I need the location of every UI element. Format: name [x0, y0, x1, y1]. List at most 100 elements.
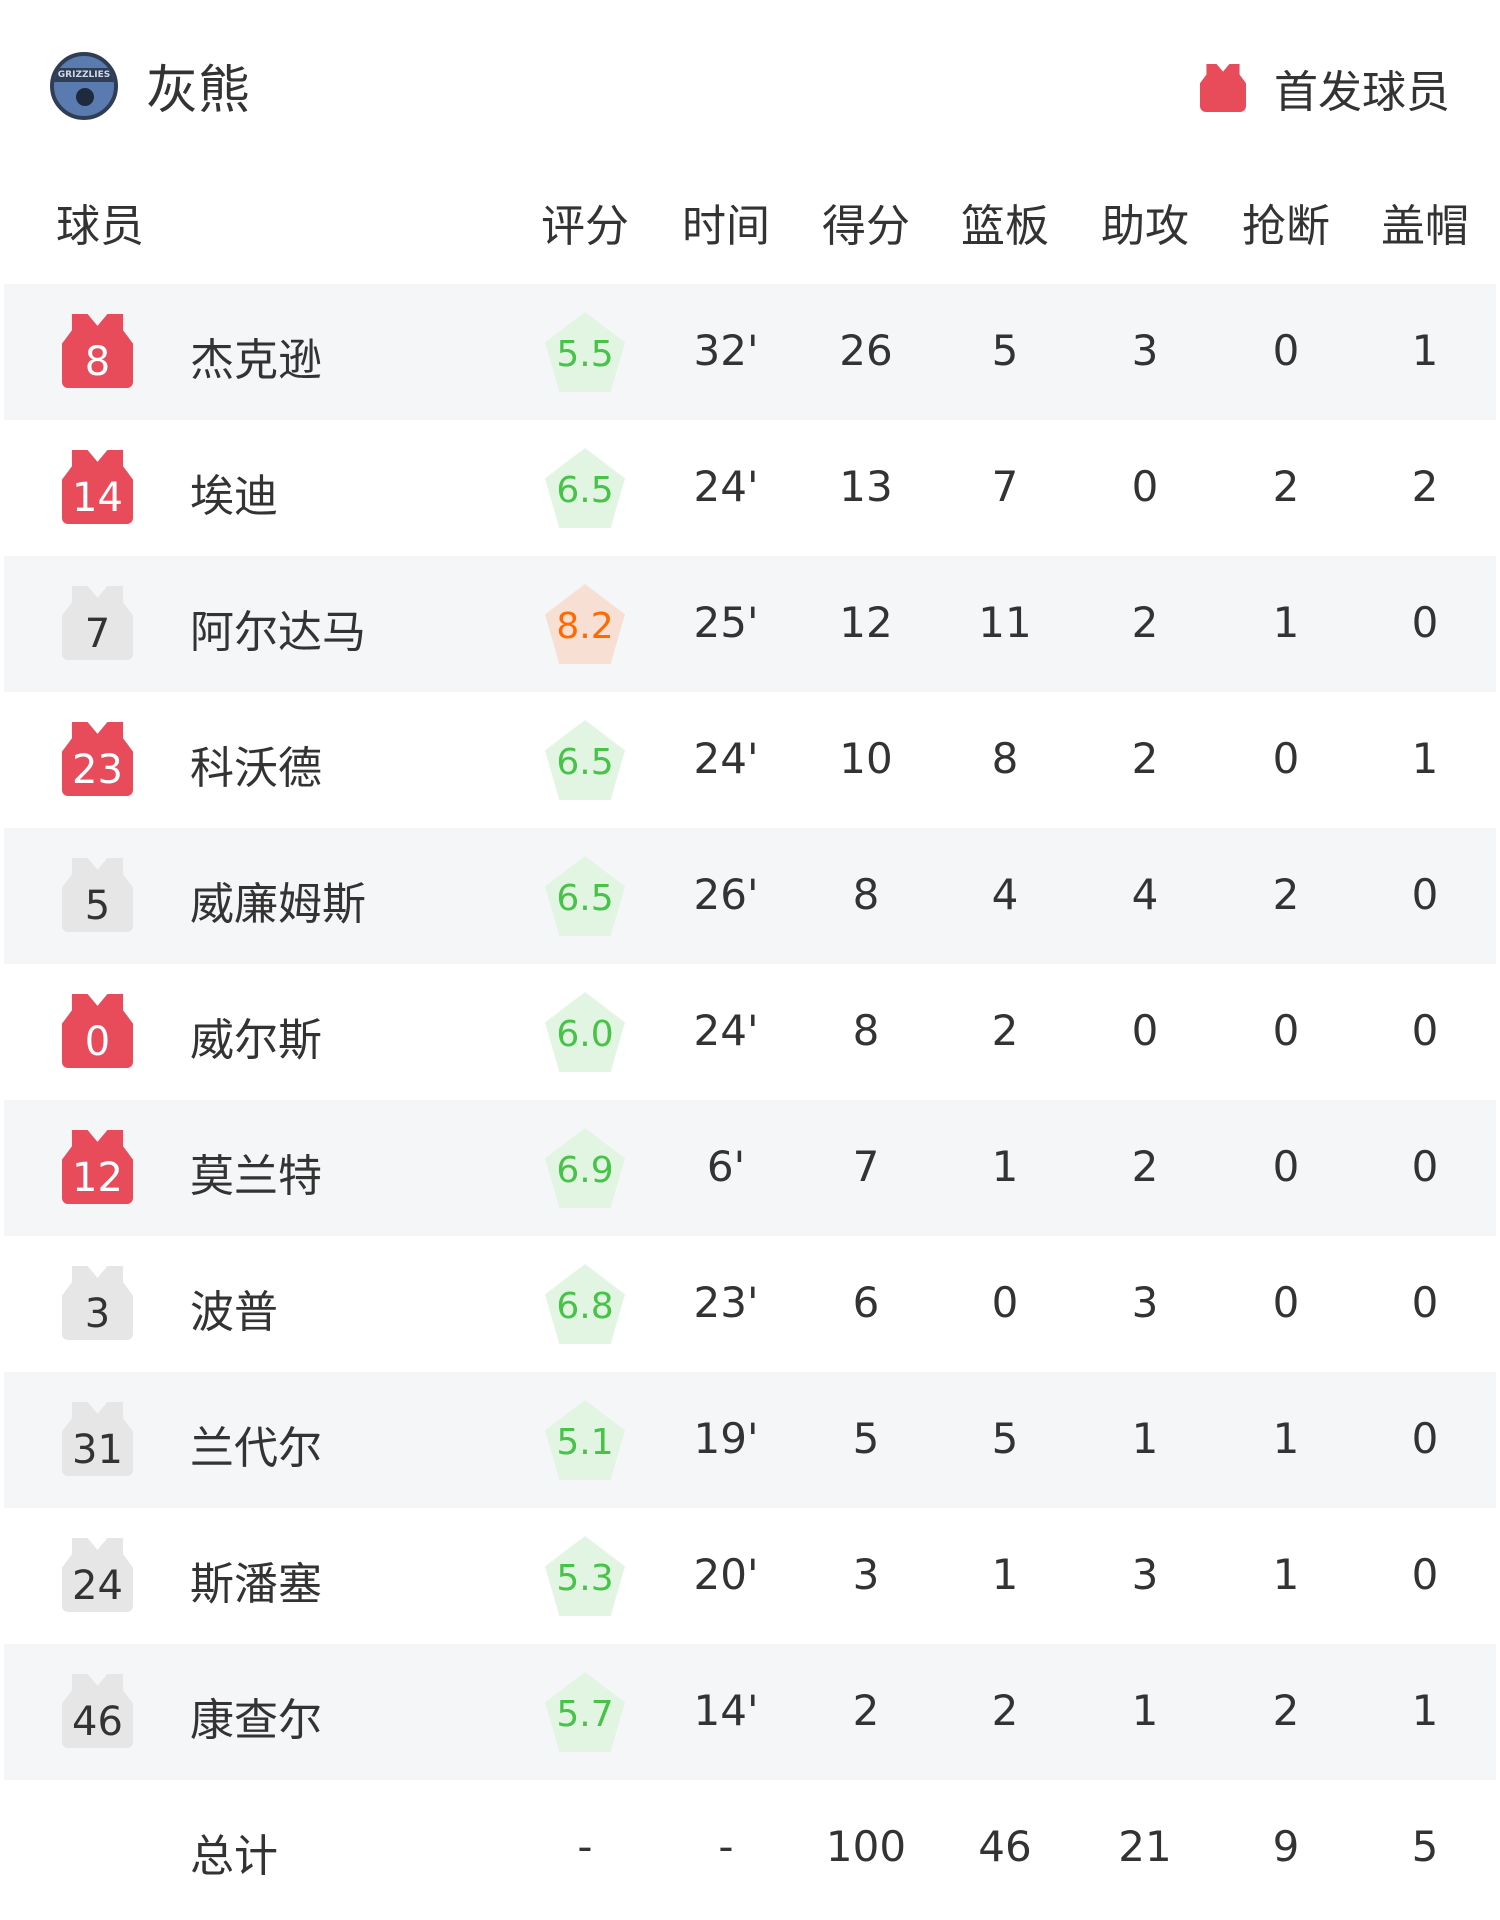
stat-rebounds: 1: [991, 1550, 1019, 1599]
column-header-row: 球员 评分 时间 得分 篮板 助攻 抢断 盖帽: [0, 190, 1500, 260]
rating-badge: 6.5: [545, 856, 625, 936]
player-row[interactable]: 12 莫兰特 6.9 6' 7 1 2 0 0: [4, 1100, 1496, 1236]
stat-steals: 0: [1272, 1142, 1300, 1191]
player-row[interactable]: 14 埃迪 6.5 24' 13 7 0 2 2: [4, 420, 1496, 556]
player-name[interactable]: 威廉姆斯: [190, 879, 366, 930]
player-row[interactable]: 3 波普 6.8 23' 6 0 3 0 0: [4, 1236, 1496, 1372]
stat-steals: 1: [1272, 598, 1300, 647]
stat-rebounds: 1: [991, 1142, 1019, 1191]
player-row[interactable]: 7 阿尔达马 8.2 25' 12 11 2 1 0: [4, 556, 1496, 692]
stat-rebounds: 2: [991, 1006, 1019, 1055]
rating-badge: 6.5: [545, 448, 625, 528]
rating-badge: 5.3: [545, 1536, 625, 1616]
column-time[interactable]: 时间: [682, 201, 770, 252]
total-blocks: 5: [1411, 1822, 1439, 1871]
stat-steals: 0: [1272, 734, 1300, 783]
stat-assists: 0: [1131, 1006, 1159, 1055]
player-name[interactable]: 埃迪: [190, 471, 278, 522]
team-logo: GRIZZLIES: [50, 52, 118, 120]
jersey-icon: 31: [62, 1402, 133, 1476]
stat-steals: 0: [1272, 326, 1300, 375]
player-name[interactable]: 科沃德: [190, 743, 322, 794]
stat-time: 24': [693, 1006, 759, 1055]
stat-points: 5: [852, 1414, 880, 1463]
stat-blocks: 0: [1411, 1414, 1439, 1463]
player-name[interactable]: 康查尔: [190, 1695, 322, 1746]
stat-blocks: 0: [1411, 598, 1439, 647]
player-row[interactable]: 24 斯潘塞 5.3 20' 3 1 3 1 0: [4, 1508, 1496, 1644]
jersey-icon: 46: [62, 1674, 133, 1748]
jersey-icon: 23: [62, 722, 133, 796]
stat-steals: 2: [1272, 870, 1300, 919]
stat-blocks: 2: [1411, 462, 1439, 511]
player-name[interactable]: 斯潘塞: [190, 1559, 322, 1610]
jersey-icon: 0: [62, 994, 133, 1068]
stat-assists: 2: [1131, 734, 1159, 783]
player-name[interactable]: 阿尔达马: [190, 607, 366, 658]
stat-rebounds: 4: [991, 870, 1019, 919]
stat-points: 6: [852, 1278, 880, 1327]
player-row[interactable]: 23 科沃德 6.5 24' 10 8 2 0 1: [4, 692, 1496, 828]
player-row[interactable]: 46 康查尔 5.7 14' 2 2 1 2 1: [4, 1644, 1496, 1780]
stat-points: 2: [852, 1686, 880, 1735]
player-name[interactable]: 威尔斯: [190, 1015, 322, 1066]
stat-blocks: 0: [1411, 870, 1439, 919]
column-rebounds[interactable]: 篮板: [961, 201, 1049, 252]
team-header: GRIZZLIES 灰熊 首发球员: [0, 0, 1500, 165]
stat-rebounds: 11: [978, 598, 1032, 647]
stat-rebounds: 5: [991, 1414, 1019, 1463]
rating-badge: 8.2: [545, 584, 625, 664]
stat-time: 14': [693, 1686, 759, 1735]
player-row[interactable]: 8 杰克逊 5.5 32' 26 5 3 0 1: [4, 284, 1496, 420]
jersey-icon: [1200, 64, 1246, 112]
stat-points: 10: [839, 734, 893, 783]
rating-badge: 6.8: [545, 1264, 625, 1344]
player-name[interactable]: 莫兰特: [190, 1151, 322, 1202]
stat-blocks: 1: [1411, 326, 1439, 375]
stat-assists: 1: [1131, 1686, 1159, 1735]
column-blocks[interactable]: 盖帽: [1381, 201, 1469, 252]
stat-steals: 1: [1272, 1414, 1300, 1463]
total-assists: 21: [1118, 1822, 1172, 1871]
player-row[interactable]: 5 威廉姆斯 6.5 26' 8 4 4 2 0: [4, 828, 1496, 964]
totals-label: 总计: [190, 1831, 278, 1882]
stat-time: 25': [693, 598, 759, 647]
stat-points: 8: [852, 1006, 880, 1055]
stat-blocks: 0: [1411, 1278, 1439, 1327]
column-assists[interactable]: 助攻: [1101, 201, 1189, 252]
stat-assists: 4: [1131, 870, 1159, 919]
column-rating[interactable]: 评分: [541, 201, 629, 252]
stat-time: 32': [693, 326, 759, 375]
jersey-icon: 3: [62, 1266, 133, 1340]
total-rebounds: 46: [978, 1822, 1032, 1871]
player-row[interactable]: 31 兰代尔 5.1 19' 5 5 1 1 0: [4, 1372, 1496, 1508]
stat-rebounds: 5: [991, 326, 1019, 375]
stat-assists: 2: [1131, 598, 1159, 647]
stat-points: 8: [852, 870, 880, 919]
stat-time: 24': [693, 462, 759, 511]
jersey-icon: 5: [62, 858, 133, 932]
total-time: -: [718, 1822, 734, 1871]
stat-steals: 0: [1272, 1278, 1300, 1327]
column-points[interactable]: 得分: [822, 201, 910, 252]
stat-rebounds: 0: [991, 1278, 1019, 1327]
paw-icon: [76, 88, 94, 106]
stat-time: 20': [693, 1550, 759, 1599]
total-rating: -: [577, 1822, 593, 1871]
jersey-icon: 8: [62, 314, 133, 388]
stat-time: 6': [706, 1142, 746, 1191]
jersey-icon: 24: [62, 1538, 133, 1612]
starter-legend: 首发球员: [1200, 56, 1450, 120]
player-name[interactable]: 杰克逊: [190, 335, 322, 386]
player-row[interactable]: 0 威尔斯 6.0 24' 8 2 0 0 0: [4, 964, 1496, 1100]
team-name: 灰熊: [146, 61, 251, 121]
player-name[interactable]: 兰代尔: [190, 1423, 322, 1474]
stat-points: 12: [839, 598, 893, 647]
column-steals[interactable]: 抢断: [1242, 201, 1330, 252]
rating-badge: 5.1: [545, 1400, 625, 1480]
player-name[interactable]: 波普: [190, 1287, 278, 1338]
total-steals: 9: [1272, 1822, 1300, 1871]
stat-assists: 3: [1131, 1278, 1159, 1327]
rating-badge: 5.5: [545, 312, 625, 392]
stat-points: 13: [839, 462, 893, 511]
